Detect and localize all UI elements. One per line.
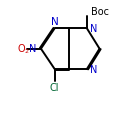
Text: Cl: Cl [50, 83, 59, 93]
Text: 2: 2 [25, 49, 29, 54]
Text: N: N [90, 64, 97, 74]
Text: O: O [18, 44, 25, 54]
Text: Boc: Boc [91, 7, 109, 17]
Text: N: N [90, 24, 97, 34]
Text: N: N [51, 17, 58, 27]
Text: N: N [29, 44, 37, 54]
